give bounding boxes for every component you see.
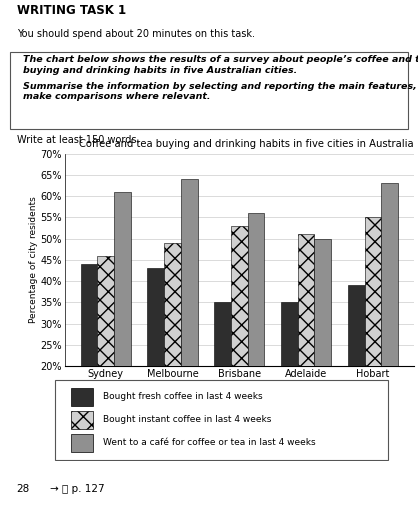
Text: → Ⓣ p. 127: → Ⓣ p. 127: [50, 484, 105, 494]
Bar: [298, 234, 314, 451]
Bar: [247, 213, 264, 451]
Bar: [148, 268, 164, 451]
Title: Coffee and tea buying and drinking habits in five cities in Australia: Coffee and tea buying and drinking habit…: [79, 139, 414, 148]
Bar: [281, 302, 298, 451]
Text: Bought instant coffee in last 4 weeks: Bought instant coffee in last 4 weeks: [103, 415, 272, 424]
FancyBboxPatch shape: [55, 380, 388, 460]
Text: Summarise the information by selecting and reporting the main features, and: Summarise the information by selecting a…: [23, 81, 418, 91]
Bar: [71, 434, 93, 452]
Bar: [348, 285, 364, 451]
Text: 28: 28: [17, 484, 30, 494]
Bar: [164, 243, 181, 451]
Text: You should spend about 20 minutes on this task.: You should spend about 20 minutes on thi…: [17, 29, 255, 39]
Text: Went to a café for coffee or tea in last 4 weeks: Went to a café for coffee or tea in last…: [103, 438, 316, 447]
Bar: [181, 179, 198, 451]
Bar: [71, 388, 93, 406]
Bar: [81, 264, 97, 451]
Bar: [231, 226, 247, 451]
Bar: [71, 411, 93, 429]
Bar: [364, 217, 381, 451]
Text: make comparisons where relevant.: make comparisons where relevant.: [23, 92, 211, 101]
Text: Bought fresh coffee in last 4 weeks: Bought fresh coffee in last 4 weeks: [103, 392, 263, 401]
Text: The chart below shows the results of a survey about people’s coffee and tea: The chart below shows the results of a s…: [23, 55, 418, 65]
Bar: [381, 183, 398, 451]
Bar: [314, 239, 331, 451]
Bar: [214, 302, 231, 451]
Bar: [114, 192, 131, 451]
Bar: [97, 255, 114, 451]
FancyBboxPatch shape: [10, 52, 408, 129]
Text: WRITING TASK 1: WRITING TASK 1: [17, 4, 126, 17]
Y-axis label: Percentage of city residents: Percentage of city residents: [28, 197, 38, 323]
Text: Write at least 150 words.: Write at least 150 words.: [17, 135, 139, 144]
Text: buying and drinking habits in five Australian cities.: buying and drinking habits in five Austr…: [23, 66, 297, 75]
